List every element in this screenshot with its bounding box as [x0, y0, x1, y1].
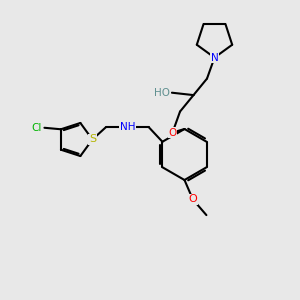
Text: N: N — [211, 52, 218, 63]
Text: NH: NH — [120, 122, 135, 132]
Text: Cl: Cl — [32, 123, 42, 133]
Text: S: S — [89, 134, 96, 145]
Text: O: O — [168, 128, 177, 138]
Text: HO: HO — [154, 88, 170, 98]
Text: O: O — [188, 194, 197, 205]
